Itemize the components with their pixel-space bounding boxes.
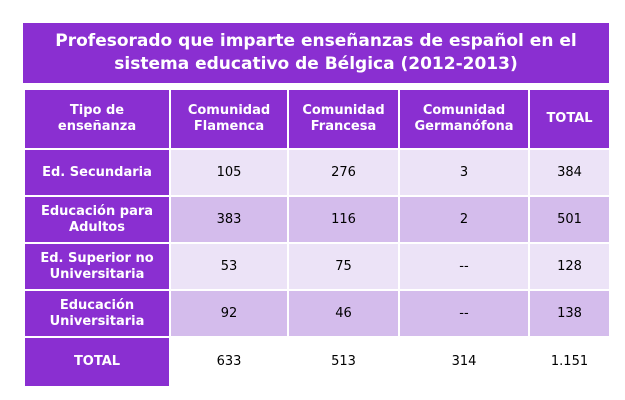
- cell-total: 501: [528, 195, 611, 244]
- row-label: Educación Universitaria: [23, 289, 171, 338]
- header-germanofona: Comunidad Germanófona: [398, 88, 530, 150]
- cell-francesa: 276: [287, 148, 400, 197]
- cell-germanofona: --: [398, 242, 530, 291]
- row-label: Educación para Adultos: [23, 195, 171, 244]
- header-total: TOTAL: [528, 88, 611, 150]
- cell-francesa: 46: [287, 289, 400, 338]
- row-label: Ed. Secundaria: [23, 148, 171, 197]
- cell-germanofona: --: [398, 289, 530, 338]
- header-flamenca: Comunidad Flamenca: [169, 88, 289, 150]
- cell-total: 128: [528, 242, 611, 291]
- cell-flamenca: 53: [169, 242, 289, 291]
- cell-flamenca: 92: [169, 289, 289, 338]
- cell-flamenca: 105: [169, 148, 289, 197]
- cell-germanofona: 2: [398, 195, 530, 244]
- cell-total: 138: [528, 289, 611, 338]
- row-label: Ed. Superior no Universitaria: [23, 242, 171, 291]
- header-tipo: Tipo de enseñanza: [23, 88, 171, 150]
- cell-francesa: 75: [287, 242, 400, 291]
- table-row: Educación para Adultos 383 116 2 501: [23, 195, 611, 244]
- table-row: Ed. Secundaria 105 276 3 384: [23, 148, 611, 197]
- total-francesa: 513: [287, 336, 400, 388]
- total-flamenca: 633: [169, 336, 289, 388]
- cell-francesa: 116: [287, 195, 400, 244]
- table-title-banner: Profesorado que imparte enseñanzas de es…: [23, 23, 609, 83]
- table-row: Educación Universitaria 92 46 -- 138: [23, 289, 611, 338]
- data-table: Tipo de enseñanza Comunidad Flamenca Com…: [23, 88, 611, 388]
- total-total: 1.151: [528, 336, 611, 388]
- cell-total: 384: [528, 148, 611, 197]
- total-germanofona: 314: [398, 336, 530, 388]
- total-row: TOTAL 633 513 314 1.151: [23, 336, 611, 388]
- table-row: Ed. Superior no Universitaria 53 75 -- 1…: [23, 242, 611, 291]
- table-title: Profesorado que imparte enseñanzas de es…: [55, 31, 577, 74]
- header-francesa: Comunidad Francesa: [287, 88, 400, 150]
- total-label: TOTAL: [23, 336, 171, 388]
- cell-flamenca: 383: [169, 195, 289, 244]
- cell-germanofona: 3: [398, 148, 530, 197]
- header-row: Tipo de enseñanza Comunidad Flamenca Com…: [23, 88, 611, 150]
